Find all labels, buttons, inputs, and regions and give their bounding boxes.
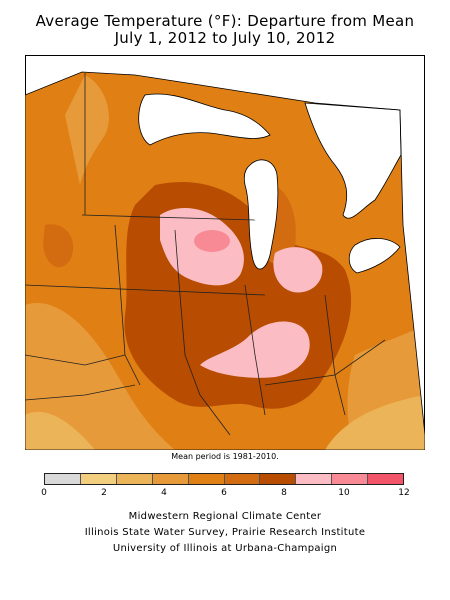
credit-line2: Illinois State Water Survey, Prairie Res… [84,527,366,538]
legend-swatch [188,474,225,484]
map-title-line1: Average Temperature (°F): Departure from… [35,12,415,30]
credit-line1: Midwestern Regional Climate Center [128,511,322,522]
region-outline [25,71,425,450]
zone-4-6-southwest [25,303,175,450]
credit-line3: University of Illinois at Urbana-Champai… [112,543,338,554]
legend-swatch [116,474,153,484]
zone-pink-michigan [273,247,323,293]
zone-pink-indiana [200,321,310,378]
map-title-line2: July 1, 2012 to July 10, 2012 [114,29,336,47]
legend-swatch [368,474,404,484]
legend-tick-label: 6 [221,488,227,498]
lake-erie [348,238,401,274]
zone-7-8-west [43,224,74,268]
legend-swatch [80,474,117,484]
legend-tick-label: 10 [338,488,350,498]
legend-color-bar [44,473,404,485]
legend-tick-label: 2 [101,488,107,498]
temperature-departure-map [25,55,425,450]
zone-2-4-southeast [325,395,425,450]
legend-swatch [45,474,81,484]
zone-2-4-southwest [25,411,95,450]
legend-swatch [296,474,333,484]
legend-swatch [332,474,369,484]
legend-tick-label: 0 [41,488,47,498]
legend-tick-label: 12 [398,488,410,498]
legend-swatch [224,474,261,484]
lake-michigan [243,159,279,270]
legend-swatch [260,474,297,484]
zone-4-6-northwest [65,75,109,185]
mean-period-note: Mean period is 1981-2010. [171,452,279,461]
state-boundaries [25,73,386,436]
lake-huron-region [304,102,402,219]
lake-superior [138,93,271,146]
legend-swatch [152,474,189,484]
legend-tick-label: 4 [161,488,167,498]
zone-pink-peak-wisconsin [194,230,230,252]
legend-tick-label: 8 [281,488,287,498]
